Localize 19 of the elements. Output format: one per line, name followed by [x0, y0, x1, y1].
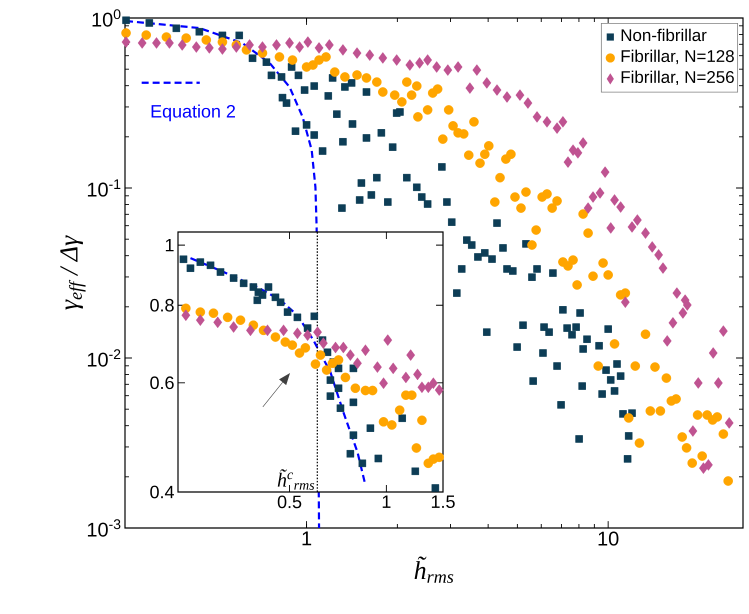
x-tick-label: 10: [598, 532, 618, 546]
y-tick-label: 0.8: [150, 298, 174, 312]
y-tick-label: 0.4: [150, 486, 174, 498]
y-tick-label: 0.6: [150, 376, 174, 390]
x-axis-title: h̃$_{rms}$: [414, 556, 454, 583]
ref-line-label: h̃$^{c}$rms: [278, 469, 314, 490]
y-tick-label: 10$^{-2}$: [88, 349, 120, 367]
x-tick-label: 0.5: [278, 496, 302, 508]
legend-label: Non-fibrillar: [622, 28, 707, 42]
x-tick-label: 1.5: [432, 496, 455, 508]
text: Equation 2: [152, 104, 235, 122]
x-tick-label: 1: [382, 496, 390, 508]
y-tick-label: 1: [166, 238, 174, 252]
legend-label: Fibrillar, N=256: [622, 70, 734, 86]
y-tick-label: 10$^{-3}$: [88, 519, 120, 537]
legend-label: Fibrillar, N=128: [622, 50, 734, 64]
y-tick-label: 10$^{-1}$: [88, 179, 120, 197]
y-tick-label: 10$^{0}$: [92, 9, 120, 27]
y-axis-title: γ$_{eff}$/ Δγ: [60, 235, 86, 310]
